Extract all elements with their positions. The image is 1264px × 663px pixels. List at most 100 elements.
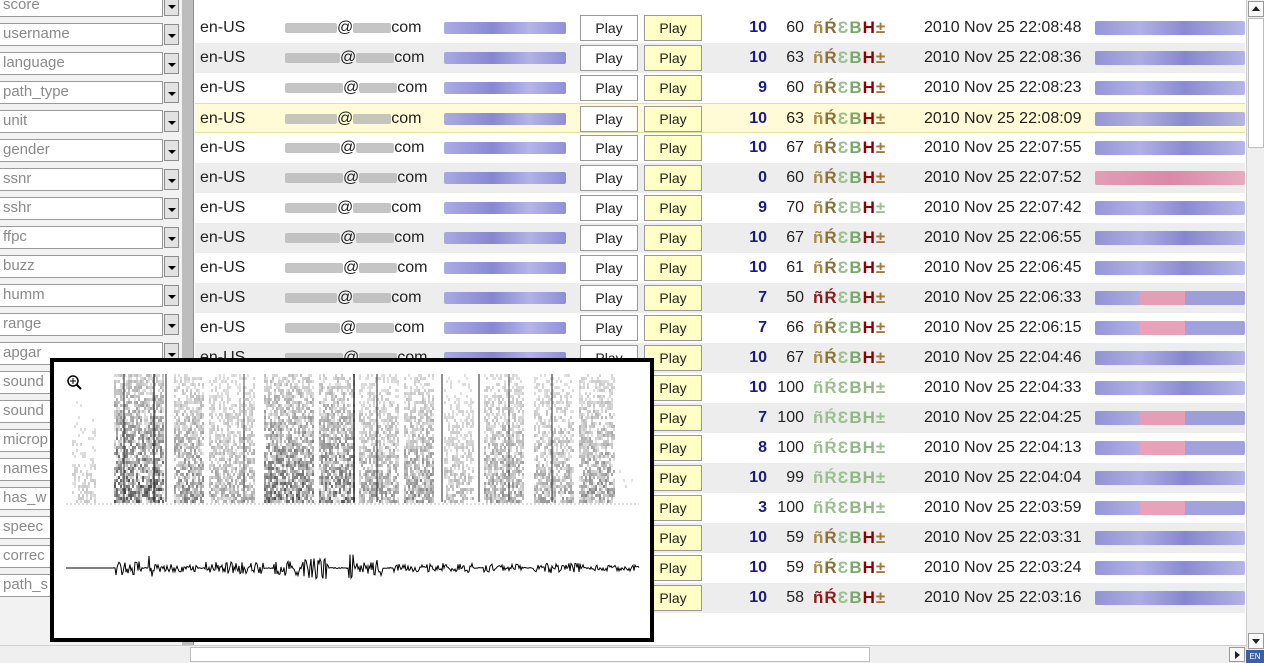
filter-dropdown[interactable]: gender bbox=[0, 139, 180, 164]
filter-dropdown[interactable]: range bbox=[0, 313, 180, 338]
play-original-button[interactable]: Play bbox=[580, 225, 638, 251]
transcript-cell[interactable] bbox=[1095, 411, 1245, 425]
dropdown-arrow-icon[interactable] bbox=[164, 140, 179, 161]
play-processed-button[interactable]: Play bbox=[644, 135, 702, 161]
filter-field[interactable] bbox=[0, 52, 163, 75]
filter-dropdown[interactable]: ffpc bbox=[0, 226, 180, 251]
table-row[interactable]: en-US @ com Play Play 10 63 ñŔƐBH± 2010 Nov 25 2… bbox=[195, 43, 1245, 73]
recording-link[interactable] bbox=[444, 322, 566, 334]
play-original-button[interactable]: Play bbox=[580, 135, 638, 161]
filter-field[interactable] bbox=[0, 226, 163, 249]
transcript-cell[interactable] bbox=[1095, 531, 1245, 545]
dropdown-arrow-icon[interactable] bbox=[164, 227, 179, 248]
transcript-cell[interactable] bbox=[1095, 51, 1245, 65]
filter-dropdown[interactable]: sshr bbox=[0, 197, 180, 222]
recording-link[interactable] bbox=[444, 142, 566, 154]
dropdown-arrow-icon[interactable] bbox=[164, 169, 179, 190]
filter-field[interactable] bbox=[0, 284, 163, 307]
filter-field[interactable] bbox=[0, 0, 163, 17]
filter-field[interactable] bbox=[0, 81, 163, 104]
play-original-button[interactable]: Play bbox=[580, 315, 638, 341]
transcript-cell[interactable] bbox=[1095, 471, 1245, 485]
play-processed-button[interactable]: Play bbox=[644, 195, 702, 221]
recording-link[interactable] bbox=[444, 113, 566, 125]
dropdown-arrow-icon[interactable] bbox=[164, 285, 179, 306]
play-original-button[interactable]: Play bbox=[580, 106, 638, 132]
recording-link[interactable] bbox=[444, 262, 566, 274]
transcript-cell[interactable] bbox=[1095, 561, 1245, 575]
dropdown-arrow-icon[interactable] bbox=[164, 0, 179, 16]
recording-link[interactable] bbox=[444, 292, 566, 304]
play-processed-button[interactable]: Play bbox=[644, 255, 702, 281]
dropdown-arrow-icon[interactable] bbox=[164, 198, 179, 219]
filter-dropdown[interactable]: username bbox=[0, 23, 180, 48]
transcript-cell[interactable] bbox=[1095, 21, 1245, 35]
dropdown-arrow-icon[interactable] bbox=[164, 314, 179, 335]
recording-link[interactable] bbox=[444, 52, 566, 64]
play-original-button[interactable]: Play bbox=[580, 15, 638, 41]
transcript-cell[interactable] bbox=[1095, 351, 1245, 365]
transcript-cell[interactable] bbox=[1095, 441, 1245, 455]
dropdown-arrow-icon[interactable] bbox=[164, 111, 179, 132]
table-row[interactable]: en-US @ com Play Play 9 60 ñŔƐBH± 2010 Nov 25 22… bbox=[195, 73, 1245, 103]
zoom-icon[interactable] bbox=[67, 375, 82, 390]
transcript-cell[interactable] bbox=[1095, 321, 1245, 335]
recording-link[interactable] bbox=[444, 82, 566, 94]
transcript-cell[interactable] bbox=[1095, 381, 1245, 395]
filter-dropdown[interactable]: score bbox=[0, 0, 180, 19]
horizontal-scrollbar[interactable] bbox=[0, 645, 1246, 663]
dropdown-arrow-icon[interactable] bbox=[164, 24, 179, 45]
play-original-button[interactable]: Play bbox=[580, 255, 638, 281]
filter-field[interactable] bbox=[0, 23, 163, 46]
play-processed-button[interactable]: Play bbox=[644, 165, 702, 191]
play-processed-button[interactable]: Play bbox=[644, 345, 702, 371]
dropdown-arrow-icon[interactable] bbox=[164, 53, 179, 74]
vertical-scroll-thumb[interactable] bbox=[1248, 18, 1264, 148]
scroll-up-arrow-icon[interactable] bbox=[1248, 1, 1264, 17]
transcript-cell[interactable] bbox=[1095, 141, 1245, 155]
table-row[interactable]: en-US @ com Play Play 10 63 ñŔƐBH± 2010 Nov 25 2… bbox=[195, 103, 1245, 133]
scroll-down-arrow-icon[interactable] bbox=[1248, 633, 1264, 649]
dropdown-arrow-icon[interactable] bbox=[164, 82, 179, 103]
filter-dropdown[interactable]: language bbox=[0, 52, 180, 77]
table-row[interactable]: en-US @ com Play Play 0 60 ñŔƐBH± 2010 Nov 25 22… bbox=[195, 163, 1245, 193]
filter-field[interactable] bbox=[0, 313, 163, 336]
transcript-cell[interactable] bbox=[1095, 591, 1245, 605]
play-processed-button[interactable]: Play bbox=[644, 106, 702, 132]
recording-link[interactable] bbox=[444, 172, 566, 184]
play-processed-button[interactable]: Play bbox=[644, 285, 702, 311]
table-row[interactable]: en-US @ com Play Play 7 66 ñŔƐBH± 2010 Nov 25 22… bbox=[195, 313, 1245, 343]
play-original-button[interactable]: Play bbox=[580, 195, 638, 221]
filter-field[interactable] bbox=[0, 197, 163, 220]
scroll-right-arrow-icon[interactable] bbox=[1229, 647, 1245, 662]
play-processed-button[interactable]: Play bbox=[644, 45, 702, 71]
table-row[interactable]: en-US @ com Play Play 7 50 ñŔƐBH± 2010 Nov 25 22… bbox=[195, 283, 1245, 313]
filter-field[interactable] bbox=[0, 139, 163, 162]
filter-field[interactable] bbox=[0, 168, 163, 191]
filter-dropdown[interactable]: humm bbox=[0, 284, 180, 309]
transcript-cell[interactable] bbox=[1095, 112, 1245, 126]
play-processed-button[interactable]: Play bbox=[644, 315, 702, 341]
transcript-cell[interactable] bbox=[1095, 231, 1245, 245]
recording-link[interactable] bbox=[444, 232, 566, 244]
transcript-cell[interactable] bbox=[1095, 201, 1245, 215]
filter-dropdown[interactable]: ssnr bbox=[0, 168, 180, 193]
filter-dropdown[interactable]: unit bbox=[0, 110, 180, 135]
transcript-cell[interactable] bbox=[1095, 81, 1245, 95]
transcript-cell[interactable] bbox=[1095, 171, 1245, 185]
play-original-button[interactable]: Play bbox=[580, 165, 638, 191]
filter-dropdown[interactable]: path_type bbox=[0, 81, 180, 106]
filter-dropdown[interactable]: buzz bbox=[0, 255, 180, 280]
play-original-button[interactable]: Play bbox=[580, 45, 638, 71]
recording-link[interactable] bbox=[444, 22, 566, 34]
recording-link[interactable] bbox=[444, 202, 566, 214]
play-processed-button[interactable]: Play bbox=[644, 15, 702, 41]
filter-field[interactable] bbox=[0, 110, 163, 133]
play-original-button[interactable]: Play bbox=[580, 75, 638, 101]
horizontal-scroll-thumb[interactable] bbox=[190, 647, 870, 662]
table-row[interactable]: en-US @ com Play Play 10 60 ñŔƐBH± 2010 Nov 25 2… bbox=[195, 13, 1245, 43]
transcript-cell[interactable] bbox=[1095, 291, 1245, 305]
table-row[interactable]: en-US @ com Play Play 9 70 ñŔƐBH± 2010 Nov 25 22… bbox=[195, 193, 1245, 223]
